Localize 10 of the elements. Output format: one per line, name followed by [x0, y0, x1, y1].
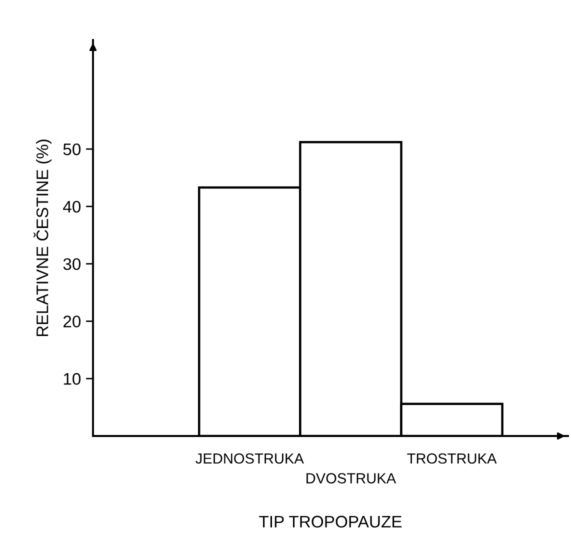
x-tick-label: JEDNOSTRUKA [196, 453, 304, 464]
x-axis-title: TIP TROPOPAUZE [259, 516, 402, 528]
y-tick-label: 40 [63, 200, 81, 213]
y-tick-label: 10 [64, 373, 81, 385]
y-tick-label: 50 [63, 143, 81, 156]
y-tick-label: 30 [63, 258, 81, 270]
y-tick-label: 20 [63, 316, 81, 328]
x-tick-label: TROSTRUKA [407, 453, 497, 464]
x-tick-label: DVOSTRUKA [306, 473, 396, 484]
y-axis-title: RELATIVNE ČESTINE (%) [34, 140, 52, 336]
